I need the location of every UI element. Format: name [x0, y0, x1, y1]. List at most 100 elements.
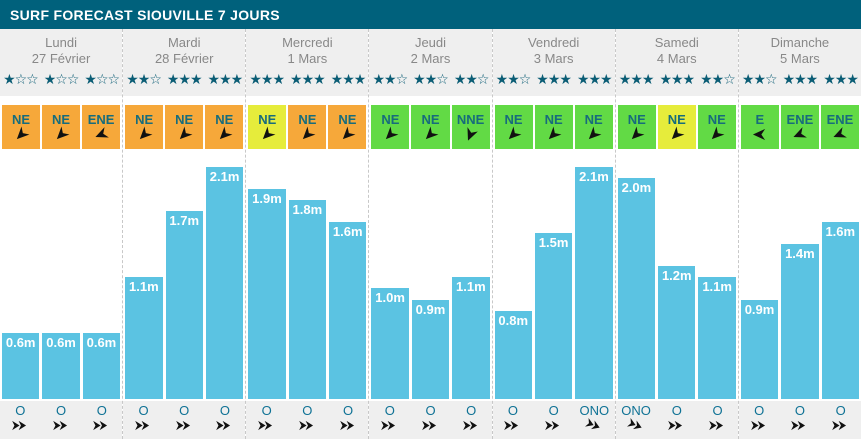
- wave-height-label: 0.6m: [86, 335, 117, 350]
- star-group: ★★★: [290, 71, 326, 87]
- wind-arrow-icon: [297, 124, 318, 145]
- wind-direction-label: NE: [298, 112, 317, 127]
- swell-direction-label: O: [384, 403, 395, 418]
- wave-height-label: 2.1m: [579, 169, 609, 184]
- wind-arrow-icon: [380, 124, 401, 145]
- widget-title: SURF FORECAST SIOUVILLE 7 JOURS: [10, 6, 280, 23]
- wind-direction-label: NE: [627, 112, 646, 127]
- swell-arrow-icon: [625, 416, 648, 435]
- swell-arrow-icon: [92, 419, 111, 432]
- wind-arrow-icon: [10, 124, 31, 145]
- swell-direction-label: O: [56, 403, 67, 418]
- day-name: Mercredi: [282, 35, 333, 50]
- wave-height-label: 1.1m: [129, 279, 159, 294]
- swell-cell: O: [410, 403, 451, 439]
- wave-height-label: 1.5m: [538, 235, 569, 250]
- swell-cell: O: [123, 403, 164, 439]
- wave-height-label: 0.6m: [46, 335, 76, 350]
- star-rating: ★★☆ ★★★ ★★★: [493, 71, 615, 88]
- swell-arrow-icon: [831, 419, 850, 432]
- wind-cell: ENE: [820, 105, 859, 149]
- wind-cell: NE: [617, 105, 656, 149]
- wind-arrow-icon: [583, 124, 604, 145]
- wind-direction-label: ENE: [826, 112, 854, 127]
- wind-cell: NE: [2, 105, 41, 149]
- wind-arrow-icon: [50, 124, 71, 145]
- swell-arrow-icon: [503, 419, 522, 432]
- star-group: ★☆☆: [43, 71, 80, 87]
- wind-direction-label: NE: [544, 112, 563, 127]
- swell-direction-label: O: [671, 403, 682, 418]
- wind-arrow-icon: [420, 124, 441, 145]
- wind-direction-label: NE: [707, 112, 726, 127]
- swell-direction-label: O: [466, 403, 477, 418]
- star-group: ★★★: [536, 71, 572, 87]
- wind-direction-label: ENE: [87, 112, 115, 127]
- star-rating: ★★★ ★★★ ★★★: [246, 71, 368, 88]
- swell-direction-label: O: [179, 403, 190, 418]
- star-group: ★★★: [249, 71, 285, 87]
- wind-cell: NE: [42, 105, 81, 149]
- wind-arrow-icon: [134, 124, 155, 145]
- star-rating: ★★★ ★★★ ★★☆: [616, 71, 738, 88]
- day-name: Mardi: [167, 35, 201, 50]
- wind-cell: NE: [494, 105, 533, 149]
- swell-cell: O: [0, 403, 41, 439]
- swell-cell: O: [246, 403, 287, 439]
- wave-bar: 0.9m: [740, 300, 779, 399]
- swell-row: O O ONO: [492, 401, 615, 439]
- swell-arrow-icon: [544, 419, 563, 432]
- swell-direction-label: ONO: [579, 403, 610, 418]
- swell-arrow-icon: [298, 419, 317, 432]
- wave-height-label: 1.8m: [292, 202, 323, 217]
- wave-height-label: 2.1m: [209, 169, 240, 184]
- star-group: ★★☆: [372, 71, 409, 87]
- swell-cell: O: [369, 403, 410, 439]
- wave-height-label: 1.4m: [785, 246, 815, 261]
- wind-cell: NE: [205, 105, 244, 149]
- swell-direction-label: O: [343, 403, 354, 418]
- wave-height-chart: 1.0m 0.9m 1.1m: [369, 149, 491, 399]
- swell-arrow-icon: [134, 419, 153, 432]
- wind-arrow-icon: [666, 124, 687, 145]
- wave-bar: 1.1m: [698, 277, 736, 399]
- star-group: ★★★: [823, 71, 859, 87]
- wind-row: NE NE NE: [616, 105, 738, 149]
- swell-cell: O: [287, 403, 328, 439]
- wind-cell: ENE: [780, 105, 819, 149]
- wave-height-label: 0.6m: [5, 335, 36, 350]
- swell-direction-label: O: [302, 403, 313, 418]
- swell-cell: ONO: [574, 403, 615, 439]
- wind-arrow-icon: [257, 124, 278, 145]
- wave-height-chart: 2.0m 1.2m 1.1m: [616, 149, 738, 399]
- wave-height-chart: 1.1m 1.7m 2.1m: [123, 149, 245, 399]
- swell-cell: O: [697, 403, 738, 439]
- day-column: Mardi 28 Février ★★☆ ★★★ ★★★ NE NE NE 1.1m 1.7m 2.…: [123, 29, 247, 439]
- wind-direction-label: NE: [175, 112, 194, 127]
- wave-bar: 1.1m: [125, 277, 163, 399]
- wave-height-label: 1.2m: [661, 268, 692, 283]
- wind-cell: ENE: [82, 105, 121, 149]
- wind-direction-label: NE: [258, 112, 277, 127]
- wind-cell: E: [740, 105, 779, 149]
- swell-arrow-icon: [421, 419, 440, 432]
- wind-arrow-icon: [91, 125, 111, 145]
- star-rating: ★★☆ ★★★ ★★★: [123, 71, 245, 88]
- star-group: ★★☆: [126, 71, 162, 87]
- wind-direction-label: NE: [667, 112, 686, 127]
- wind-arrow-icon: [337, 124, 358, 145]
- swell-direction-label: O: [261, 403, 272, 418]
- swell-cell: O: [739, 403, 780, 439]
- wind-row: NE NE ENE: [0, 105, 122, 149]
- wave-bar: 0.9m: [411, 300, 450, 399]
- wind-cell: NNE: [451, 105, 490, 149]
- star-group: ★★☆: [413, 71, 449, 87]
- swell-arrow-icon: [790, 419, 809, 432]
- wave-height-label: 0.9m: [415, 302, 446, 317]
- wind-row: NE NE NE: [493, 105, 615, 149]
- wind-cell: NE: [534, 105, 573, 149]
- wind-direction-label: NE: [338, 112, 357, 127]
